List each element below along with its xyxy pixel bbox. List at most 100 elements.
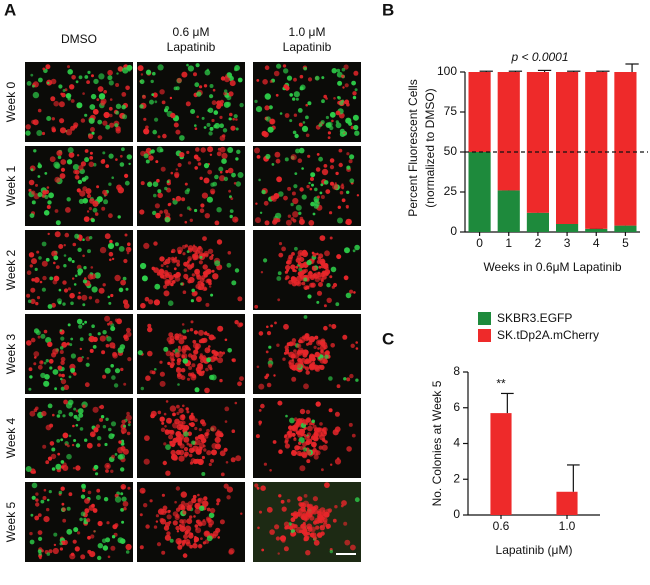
cell bbox=[36, 250, 40, 254]
cell bbox=[296, 363, 302, 369]
cell bbox=[119, 162, 125, 167]
cell bbox=[198, 260, 203, 265]
cell bbox=[100, 159, 106, 164]
cell bbox=[338, 162, 343, 168]
cell bbox=[204, 387, 210, 394]
cell bbox=[321, 168, 329, 176]
cell bbox=[32, 91, 40, 99]
cell bbox=[226, 95, 232, 101]
cell bbox=[41, 260, 48, 267]
cell bbox=[53, 543, 57, 547]
cell bbox=[87, 535, 91, 540]
cell bbox=[30, 73, 34, 77]
cell bbox=[91, 324, 95, 329]
cell bbox=[321, 444, 328, 451]
cell bbox=[159, 380, 166, 387]
cell bbox=[239, 376, 244, 381]
cell bbox=[268, 105, 273, 110]
cell bbox=[298, 452, 303, 457]
cell bbox=[97, 86, 104, 92]
cell bbox=[260, 485, 266, 492]
cell bbox=[110, 293, 114, 298]
cell bbox=[354, 130, 360, 136]
legend-label: SKBR3.EGFP bbox=[497, 311, 572, 325]
cell bbox=[68, 434, 72, 438]
cell bbox=[171, 453, 175, 457]
cell bbox=[312, 361, 315, 365]
cell bbox=[312, 496, 318, 502]
cell bbox=[181, 323, 185, 326]
cell bbox=[66, 528, 73, 535]
cell bbox=[139, 104, 144, 109]
cell bbox=[338, 148, 343, 153]
cell bbox=[308, 220, 315, 226]
cell bbox=[144, 296, 150, 302]
cell bbox=[148, 299, 154, 305]
cell bbox=[201, 455, 205, 460]
cell bbox=[55, 463, 62, 470]
cell bbox=[283, 521, 290, 527]
cell bbox=[60, 336, 65, 341]
cell bbox=[206, 278, 211, 283]
cell bbox=[219, 103, 224, 107]
cell bbox=[96, 98, 100, 101]
cell bbox=[302, 527, 308, 533]
cell bbox=[200, 419, 205, 425]
cell bbox=[310, 356, 313, 360]
micrograph bbox=[253, 62, 361, 142]
cell bbox=[59, 547, 64, 551]
cell bbox=[212, 181, 218, 187]
cell bbox=[28, 387, 32, 391]
cell bbox=[105, 124, 110, 130]
cell bbox=[73, 527, 79, 533]
cell bbox=[117, 215, 121, 219]
cell bbox=[341, 198, 346, 203]
cell bbox=[115, 83, 120, 87]
cell bbox=[43, 516, 50, 523]
cell bbox=[164, 105, 170, 111]
cell bbox=[29, 264, 33, 268]
cell bbox=[315, 401, 321, 407]
cell bbox=[120, 484, 127, 490]
cell bbox=[111, 176, 114, 179]
cell bbox=[189, 414, 196, 421]
cell bbox=[31, 190, 36, 195]
cell bbox=[75, 465, 81, 471]
cell bbox=[283, 84, 289, 89]
cell bbox=[337, 217, 343, 224]
cell bbox=[197, 434, 202, 440]
cell bbox=[203, 84, 208, 88]
cell bbox=[89, 156, 94, 160]
cell bbox=[201, 116, 205, 120]
cell bbox=[96, 488, 101, 493]
cell bbox=[37, 163, 42, 169]
cell bbox=[25, 124, 31, 130]
cell bbox=[183, 539, 187, 542]
cell bbox=[70, 99, 75, 103]
cell bbox=[323, 325, 328, 331]
cell bbox=[29, 531, 33, 536]
cell bbox=[199, 255, 203, 259]
cell bbox=[26, 293, 31, 298]
cell bbox=[47, 200, 52, 205]
cell bbox=[310, 177, 314, 181]
cell bbox=[173, 274, 177, 278]
cell bbox=[342, 86, 345, 89]
cell bbox=[325, 115, 329, 120]
cell bbox=[54, 176, 61, 183]
cell bbox=[216, 239, 223, 245]
cell bbox=[292, 211, 299, 218]
cell bbox=[316, 195, 320, 199]
cell bbox=[259, 510, 262, 514]
cell bbox=[296, 343, 302, 349]
cell bbox=[323, 344, 328, 350]
cell bbox=[295, 97, 299, 101]
cell bbox=[169, 440, 176, 447]
cell bbox=[105, 343, 110, 348]
cell bbox=[214, 174, 219, 180]
cell bbox=[349, 289, 354, 294]
cell bbox=[308, 271, 313, 276]
cell bbox=[213, 110, 219, 115]
cell bbox=[237, 296, 243, 302]
cell bbox=[59, 542, 63, 546]
